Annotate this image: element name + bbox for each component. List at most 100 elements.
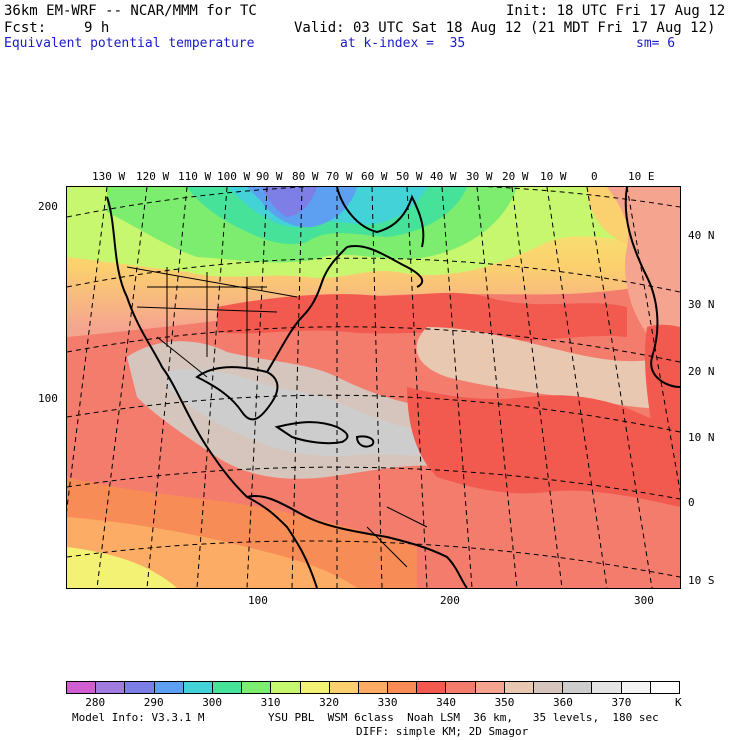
meridian [476,187,518,588]
legend-tick-label: 350 [494,696,515,709]
legend-tick-label: 280 [85,696,106,709]
meridian [546,187,608,588]
meridian [67,187,108,512]
level-index: at k-index = 35 [340,36,466,51]
theta-e-345-band [217,292,627,341]
legend-swatch [329,682,359,693]
grid-y-label: 200 [38,200,58,213]
lon-label: 10 W [540,170,567,183]
color-legend [66,681,680,694]
gulf-coast [195,366,279,421]
legend-tick-label: 360 [553,696,573,709]
legend-swatch [446,682,476,693]
grid-x-label: 100 [248,594,268,607]
lon-label: 80 W [292,170,319,183]
theta-e-345-tropics [407,387,680,507]
canada-maritime [346,245,424,288]
south-america-coast [246,495,468,588]
meridian [406,187,428,588]
valid-time: Valid: 03 UTC Sat 18 Aug 12 (21 MDT Fri … [294,20,716,36]
europe-africa-coast [624,187,680,388]
model-info: Model Info: V3.3.1 M [72,711,205,724]
legend-swatch [534,682,564,693]
model-title: 36km EM-WRF -- NCAR/MMM for TC [4,3,257,19]
hispaniola [355,435,375,448]
lat-label: 40 N [688,229,715,242]
lon-label: 50 W [396,170,423,183]
legend-swatch [358,682,389,693]
map-canvas [67,187,680,588]
meridian [371,187,383,588]
legend-tick-label: 320 [319,696,340,709]
coastlines [106,187,680,588]
field-name: Equivalent potential temperature [4,36,255,51]
us-state-lines [136,267,278,367]
diffusion-info: DIFF: simple KM; 2D Smagor [356,725,529,738]
theta-e-360-region [167,369,460,457]
legend-tick-label: 310 [260,696,281,709]
meridian [246,187,268,588]
lat-label: 10 N [688,431,715,444]
meridian [196,187,228,588]
legend-tick-label: 340 [436,696,456,709]
legend-swatch [271,682,301,693]
lon-label: 40 W [430,170,457,183]
legend-tick-label: 330 [377,696,398,709]
legend-swatch [592,682,622,693]
meridian [96,187,148,588]
parallel-40n [67,187,680,218]
lon-label: 10 E [628,170,655,183]
lon-label: 70 W [326,170,353,183]
meridian [626,187,680,494]
lat-label: 10 S [688,574,715,587]
legend-swatch [242,682,272,693]
legend-swatch [125,682,155,693]
legend-swatch [300,682,330,693]
pacific-coast [106,196,318,588]
theta-e-345-africa [644,324,680,487]
meridian [291,187,303,588]
theta-e-290-region [262,187,317,217]
smoothing-value: sm= 6 [636,36,676,51]
lon-label: 60 W [361,170,388,183]
grid-y-label: 100 [38,392,58,405]
theta-e-map[interactable] [66,186,681,589]
lon-label: 0 [591,170,598,183]
lat-label: 0 [688,496,695,509]
us-canada-border [126,266,298,298]
legend-swatch [67,682,97,693]
legend-tick-label: 370 [611,696,632,709]
physics-info: YSU PBL WSM 6class Noah LSM 36 km, 35 le… [268,711,659,724]
lat-label: 30 N [688,298,715,311]
legend-swatch [388,682,418,693]
legend-unit: K [675,696,682,709]
grid-x-label: 200 [440,594,460,607]
meridian [146,187,188,588]
meridian [511,187,563,588]
theta-e-350-europe [607,187,680,367]
legend-tick-label: 300 [202,696,223,709]
parallel-30n [67,257,680,293]
parallel-0 [67,466,680,500]
parallel-20n [67,326,680,363]
political-borders [126,266,428,568]
legend-swatch [650,682,679,693]
theta-e-350-region [416,327,680,409]
legend-swatch [212,682,243,693]
lon-label: 90 W [256,170,283,183]
grid-x-label: 300 [634,594,654,607]
legend-swatch [96,682,126,693]
init-time: Init: 18 UTC Fri 17 Aug 12 [506,3,726,19]
legend-swatch [475,682,505,693]
lon-label: 110 W [178,170,212,183]
lon-label: 100 W [217,170,251,183]
meridian [586,187,653,588]
lon-label: 20 W [502,170,529,183]
theta-e-325-pacific [67,547,177,588]
forecast-label: Fcst: [4,20,47,36]
south-america-borders [366,506,428,568]
lon-label: 120 W [136,170,170,183]
hudson-bay [336,187,425,248]
cuba [274,421,349,445]
lon-label: 30 W [466,170,493,183]
